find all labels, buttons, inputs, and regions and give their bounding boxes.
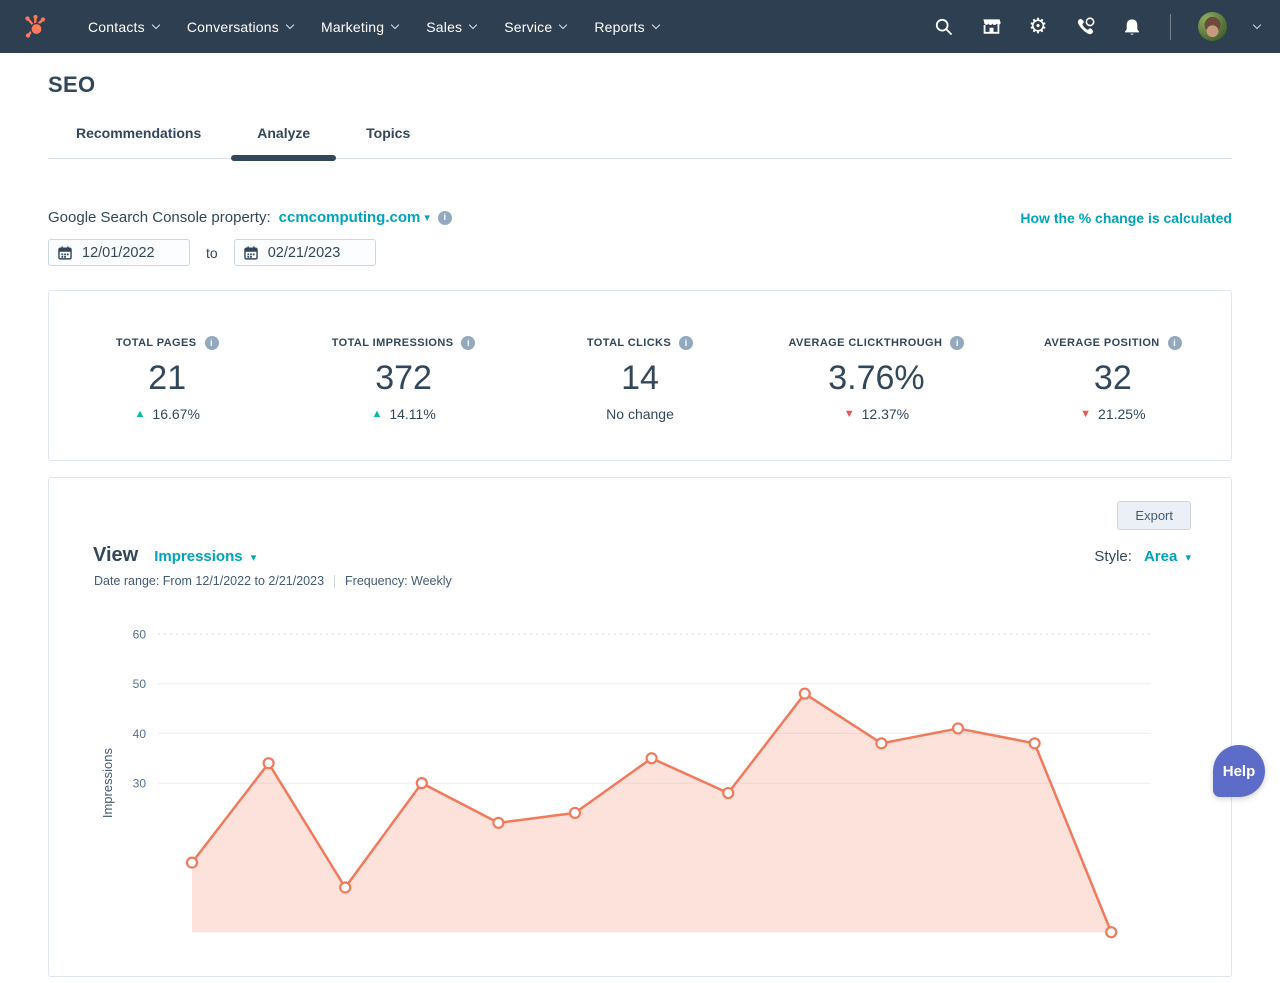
info-icon[interactable]: i [461,336,475,350]
summary-stats-card: TOTAL PAGESi 21 ▲16.67% TOTAL IMPRESSION… [48,290,1232,461]
stat-average-position: AVERAGE POSITIONi 32 ▼21.25% [995,336,1231,422]
stat-value: 372 [285,360,521,397]
delta-text: 21.25% [1098,406,1145,422]
marketplace-icon[interactable] [980,16,1002,38]
info-icon[interactable]: i [205,336,219,350]
view-label: View [93,544,138,567]
chevron-down-icon [391,21,399,29]
stat-value: 32 [995,360,1231,397]
stat-total-pages: TOTAL PAGESi 21 ▲16.67% [49,336,285,422]
nav-item-conversations[interactable]: Conversations [173,0,307,53]
user-avatar[interactable] [1198,12,1227,41]
chevron-down-icon [652,21,660,29]
gsc-property-label: Google Search Console property: [48,209,271,226]
chevron-down-icon: ▾ [251,552,257,564]
info-icon[interactable]: i [438,211,452,225]
start-date-input[interactable] [82,245,181,261]
impressions-area-chart[interactable]: 60 50 40 30 Impressions [49,616,1233,978]
stat-value: 3.76% [758,360,994,397]
tab-topics[interactable]: Topics [338,110,438,158]
nav-item-service[interactable]: Service [490,0,580,53]
impressions-chart-card: Export View Impressions ▾ Style: Area ▾ … [48,477,1232,977]
svg-text:Impressions: Impressions [100,748,115,819]
stat-total-clicks: TOTAL CLICKSi 14 No change [522,336,758,422]
gsc-property-select[interactable]: ccmcomputing.com [279,209,421,226]
info-icon[interactable]: i [679,336,693,350]
start-date-field[interactable] [48,239,190,266]
account-menu-chevron-icon[interactable] [1253,21,1261,29]
svg-text:50: 50 [133,678,147,692]
svg-text:40: 40 [133,727,147,741]
svg-text:30: 30 [133,777,147,791]
delta-text: 16.67% [152,406,199,422]
page-title: SEO [48,72,1232,98]
help-button[interactable]: Help [1213,745,1265,797]
tab-analyze[interactable]: Analyze [229,110,338,158]
delta-direction-icon: ▼ [1080,409,1091,420]
chart-frequency: Frequency: Weekly [345,574,452,588]
chart-date-range: Date range: From 12/1/2022 to 2/21/2023 [94,574,324,588]
calendar-icon [243,245,259,261]
delta-text: 12.37% [862,406,909,422]
end-date-input[interactable] [268,245,367,261]
chevron-down-icon [286,21,294,29]
nav-utilities: ⚙ [933,12,1260,41]
notifications-icon[interactable] [1121,16,1143,38]
delta-direction-icon: ▼ [844,409,855,420]
chevron-down-icon [469,21,477,29]
svg-text:60: 60 [133,628,147,642]
tab-recommendations[interactable]: Recommendations [48,110,229,158]
date-range-to-label: to [206,245,218,261]
view-metric-dropdown[interactable]: Impressions ▾ [154,548,256,565]
top-nav: Contacts Conversations Marketing Sales S… [0,0,1280,53]
stat-total-impressions: TOTAL IMPRESSIONSi 372 ▲14.11% [285,336,521,422]
chevron-down-icon[interactable]: ▾ [424,211,430,224]
calling-icon[interactable] [1074,16,1096,38]
chevron-down-icon: ▾ [1185,552,1191,564]
nav-item-marketing[interactable]: Marketing [307,0,412,53]
nav-divider [1170,14,1171,40]
delta-direction-icon: ▲ [135,409,146,420]
settings-icon[interactable]: ⚙ [1027,16,1049,38]
chevron-down-icon [152,21,160,29]
calendar-icon [57,245,73,261]
nav-item-sales[interactable]: Sales [412,0,490,53]
style-label: Style: [1094,548,1132,565]
search-icon[interactable] [933,16,955,38]
stat-value: 14 [522,360,758,397]
delta-direction-icon: ▲ [371,409,382,420]
pct-change-help-link[interactable]: How the % change is calculated [1020,210,1232,226]
export-button[interactable]: Export [1117,501,1191,530]
primary-menu: Contacts Conversations Marketing Sales S… [74,0,673,53]
nav-item-reports[interactable]: Reports [580,0,672,53]
hubspot-logo-icon[interactable] [22,13,48,41]
meta-divider [334,575,335,588]
info-icon[interactable]: i [950,336,964,350]
delta-text: 14.11% [389,406,435,422]
chevron-down-icon [559,21,567,29]
tab-bar: Recommendations Analyze Topics [48,110,1232,159]
delta-text: No change [606,406,674,422]
end-date-field[interactable] [234,239,376,266]
info-icon[interactable]: i [1168,336,1182,350]
stat-average-clickthrough: AVERAGE CLICKTHROUGHi 3.76% ▼12.37% [758,336,994,422]
nav-item-contacts[interactable]: Contacts [74,0,173,53]
stat-value: 21 [49,360,285,397]
chart-style-dropdown[interactable]: Area ▾ [1144,548,1191,565]
